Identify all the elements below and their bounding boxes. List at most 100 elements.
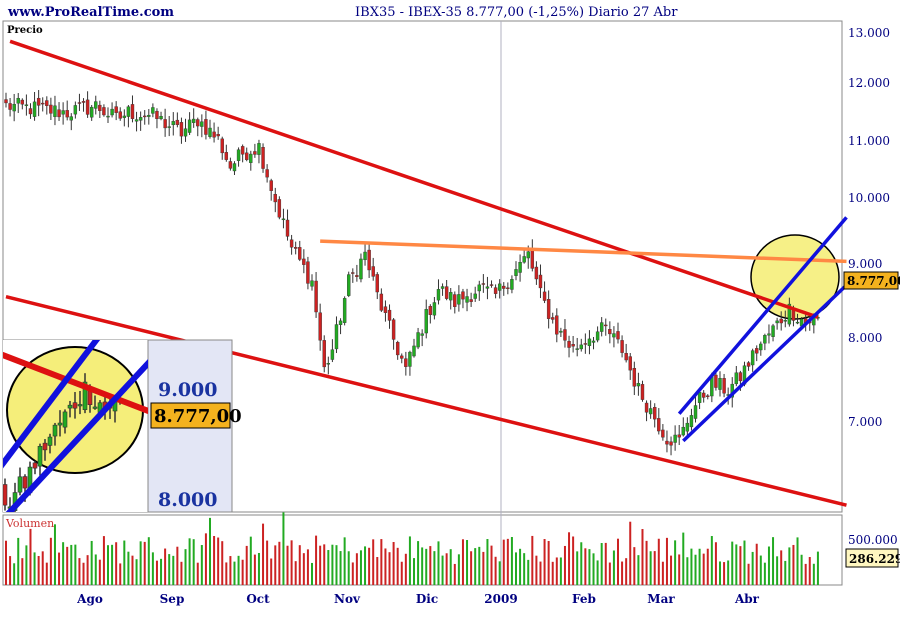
volume-bar (253, 554, 256, 585)
volume-bar (474, 548, 477, 585)
candle-body (640, 384, 645, 400)
volume-bar (45, 562, 48, 585)
candle-body (326, 363, 331, 365)
trendline-up-channel-bottom (682, 283, 848, 443)
volume-y-tick: 500.000 (848, 533, 898, 547)
volume-bar (625, 558, 628, 585)
volume-bar (670, 555, 673, 585)
volume-bar (225, 562, 228, 585)
inset-candle-body (82, 381, 88, 411)
y-tick-13000: 13.000 (848, 26, 890, 40)
inset-candle-body (3, 484, 8, 506)
candle-body (469, 299, 473, 302)
candle-body (673, 434, 677, 443)
candle-body (196, 119, 200, 127)
volume-bar (543, 539, 546, 585)
volume-bar (678, 554, 681, 585)
candle-body (28, 108, 33, 115)
volume-bar (645, 540, 648, 585)
candle-body (351, 272, 355, 274)
candle-body (289, 239, 294, 248)
volume-bar (33, 552, 36, 585)
volume-bar (788, 547, 791, 585)
inset-candle-body (72, 402, 78, 409)
candle-body (665, 440, 669, 445)
candle-body (138, 117, 143, 121)
volume-bar (364, 546, 367, 585)
candle-body (628, 356, 632, 371)
current-price-box (843, 271, 899, 290)
volume-bar (457, 554, 460, 585)
volume-bar (351, 562, 354, 585)
candle-body (171, 121, 175, 126)
volume-bar (698, 548, 701, 585)
candle-body (489, 284, 494, 286)
volume-bar (200, 545, 203, 585)
candle-body (579, 344, 583, 350)
volume-bar (37, 555, 40, 585)
candle-body (408, 351, 412, 367)
volume-bar (641, 529, 644, 585)
volume-bar (270, 558, 273, 585)
candle-body (412, 345, 416, 357)
candle-body (693, 405, 698, 419)
volume-bar (461, 539, 464, 585)
volume-bar (617, 538, 619, 585)
volume-bar (417, 541, 420, 585)
volume-bar (286, 545, 289, 585)
candle-body (473, 293, 477, 299)
volume-bar (151, 552, 154, 585)
candle-body (143, 115, 147, 118)
y-tick-7000: 7.000 (848, 415, 882, 429)
inset-y-tick-8000: 8.000 (158, 489, 218, 511)
candle-body (689, 415, 694, 428)
volume-bar (58, 552, 61, 585)
price-candles (4, 90, 820, 456)
candle-body (53, 105, 57, 117)
volume-bar (184, 549, 187, 585)
volume-bar (731, 541, 734, 585)
candle-body (767, 333, 771, 336)
inset-trendline-up-channel-top (3, 340, 101, 469)
volume-bar (249, 536, 252, 585)
volume-bar (237, 555, 240, 585)
candle-body (755, 348, 759, 354)
volume-bar (563, 545, 566, 585)
volume-bar (49, 537, 52, 585)
volume-bar (751, 551, 754, 585)
volume-bar (714, 542, 717, 585)
candle-body (787, 303, 792, 325)
candle-body (65, 110, 69, 118)
candle-body (167, 126, 171, 128)
volume-bar (486, 539, 489, 585)
volume-bar (290, 540, 293, 585)
candle-body (204, 119, 208, 135)
candle-body (681, 426, 685, 436)
candle-body (126, 106, 131, 117)
volume-bar (404, 553, 407, 585)
volume-bar (535, 555, 538, 585)
volume-bar (425, 548, 428, 585)
trendline-down-channel-bottom (5, 294, 847, 507)
volume-bar (306, 549, 309, 585)
volume-bar (176, 546, 179, 585)
volume-bar (515, 552, 517, 585)
volume-bar (233, 561, 236, 585)
volume-bar (62, 542, 65, 585)
candle-body (310, 280, 314, 287)
trendline-up-channel-top (677, 216, 848, 415)
volume-bar (510, 537, 513, 585)
candle-body (595, 331, 600, 341)
volume-bar (311, 562, 313, 585)
candle-body (367, 249, 371, 271)
candle-body (624, 353, 628, 361)
current-volume-box (845, 548, 899, 568)
volume-bar (372, 539, 375, 585)
candle-body (583, 343, 588, 345)
volume-bar (257, 552, 260, 585)
inset-candle-body (67, 404, 73, 409)
candle-body (759, 343, 763, 351)
x-label-dic: Dic (416, 592, 438, 606)
volume-bar (127, 551, 130, 585)
volume-bar (441, 555, 444, 585)
